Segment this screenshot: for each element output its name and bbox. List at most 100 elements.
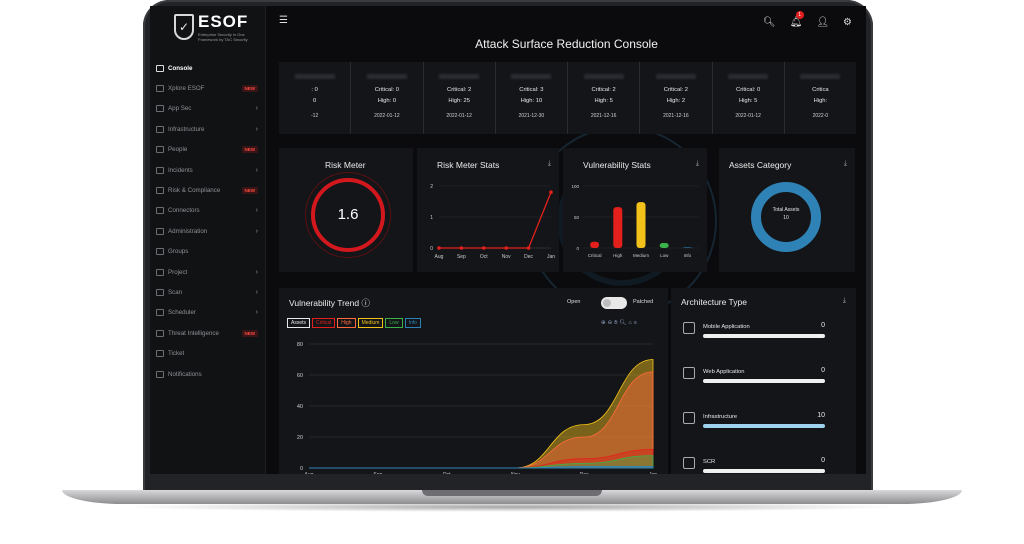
pan-icon[interactable]: ✋︎	[614, 320, 620, 326]
vuln-trend-card: Vulnerability Trend ⓘ Open Patched Asset…	[279, 288, 668, 474]
vuln-stats-card: Vulnerability Stats ⤓ 0 50 100 Critical High…	[563, 148, 707, 272]
sidebar-item-label: Infrastructure	[168, 125, 205, 133]
sidebar-item-risk-compliance[interactable]: Risk & Compliance NEW	[150, 180, 266, 200]
laptop-shadow	[120, 502, 904, 512]
sidebar-item-scan[interactable]: Scan ›	[150, 282, 266, 302]
sidebar-item-xplore-esof[interactable]: Xplore ESOF NEW	[150, 78, 266, 98]
legend-critical[interactable]: Critical	[312, 318, 336, 328]
risk-meter-card: Risk Meter 1.6	[279, 148, 413, 272]
scan-summary-item[interactable]: Critical: 3 High: 10 2021-12-30	[496, 62, 568, 134]
magnify-icon[interactable]: 🔍︎	[619, 320, 629, 326]
data-point	[526, 246, 531, 250]
x-tick-label: Low	[660, 253, 669, 258]
assets-donut[interactable]	[751, 182, 821, 252]
download-icon[interactable]: ⤓	[695, 160, 699, 167]
legend-assets[interactable]: Assets	[287, 318, 311, 328]
shield-icon	[174, 14, 194, 40]
sidebar-item-threat-intelligence[interactable]: Threat Intelligence NEW	[150, 323, 266, 343]
download-icon[interactable]: ⤓	[547, 160, 551, 167]
architecture-bar	[703, 334, 825, 338]
sidebar-item-ticket[interactable]: Ticket	[150, 343, 266, 363]
scan-summary-item[interactable]: Critica High: 2022-0	[785, 62, 856, 134]
scan-summary-item[interactable]: Critical: 2 High: 25 2022-01-12	[424, 62, 496, 134]
project-icon	[156, 268, 164, 276]
notification-badge: 1	[795, 11, 804, 19]
info-icon[interactable]: ⓘ	[361, 298, 370, 308]
scan-date: 2021-12-16	[590, 113, 617, 119]
architecture-card: Architecture Type ⤓ Mobile Application 0 W…	[671, 288, 856, 474]
scan-summary-item[interactable]: Critical: 2 High: 2 2021-12-16	[640, 62, 713, 134]
x-tick-label: High	[613, 253, 623, 258]
architecture-count: 0	[821, 367, 825, 374]
zoom-in-icon[interactable]: ⊕	[601, 320, 608, 326]
home-icon[interactable]: ⌂	[628, 320, 634, 326]
scan-summary-item[interactable]: Critical: 0 High: 5 2022-01-12	[713, 62, 785, 134]
redacted-target	[583, 74, 624, 79]
bar-info[interactable]	[682, 247, 692, 248]
critical-count: Critical: 0	[736, 87, 761, 93]
download-icon[interactable]: ⤓	[842, 297, 846, 304]
menu-icon[interactable]: ☰	[279, 15, 288, 26]
bar-critical[interactable]	[590, 241, 600, 248]
scan-summary-item[interactable]: Critical: 0 High: 0 2022-01-12	[351, 62, 424, 134]
bar-high[interactable]	[613, 207, 623, 248]
bell-icon[interactable]: 🔔︎ 1	[789, 11, 804, 28]
chevron-right-icon: ›	[255, 268, 258, 276]
header-actions: 🔍︎ 🔔︎ 1 👤︎ ⚙︎	[762, 11, 852, 28]
chart-toolbar: ⊕⊖✋︎🔍︎⌂≡	[601, 320, 639, 327]
scan-date: 2022-0	[812, 113, 829, 119]
x-tick-label: Info	[684, 253, 692, 258]
bar-medium[interactable]	[636, 202, 646, 248]
sidebar-item-label: Scan	[168, 288, 183, 296]
sidebar-item-connectors[interactable]: Connectors ›	[150, 201, 266, 221]
risk-meter-value: 1.6	[337, 206, 359, 223]
y-tick-label: 20	[297, 435, 303, 441]
sidebar-item-label: Threat Intelligence	[168, 329, 219, 337]
sidebar-item-project[interactable]: Project ›	[150, 262, 266, 282]
sidebar-item-infrastructure[interactable]: Infrastructure ›	[150, 119, 266, 139]
search-icon[interactable]: 🔍︎	[762, 17, 776, 28]
critical-count: Critical: 3	[519, 87, 544, 93]
user-icon[interactable]: 👤︎	[816, 17, 830, 28]
chevron-right-icon: ›	[255, 105, 258, 113]
administration-icon	[156, 227, 164, 235]
data-point	[549, 190, 553, 194]
new-badge: NEW	[241, 187, 258, 195]
architecture-count: 10	[817, 412, 825, 419]
scan-summary-item[interactable]: : 0 0 -12	[279, 62, 352, 134]
risk-stats-chart: 0 1 2 Aug Sep Oct Nov Dec Jan	[430, 184, 555, 260]
x-tick-label: Medium	[633, 253, 649, 258]
sidebar-item-console[interactable]: Console	[150, 58, 266, 78]
scan-summary-item[interactable]: Critical: 2 High: 5 2021-12-16	[568, 62, 641, 134]
toggle-open-label: Open	[567, 299, 581, 305]
risk-stats-card: Risk Meter Stats ⤓ 0 1 2 Aug Sep Oct Nov Dec Jan	[417, 148, 559, 272]
chevron-right-icon: ›	[255, 166, 258, 174]
critical-count: Critica	[812, 87, 829, 93]
legend-info[interactable]: Info	[404, 318, 421, 328]
sidebar-item-groups[interactable]: Groups	[150, 242, 266, 262]
menu-icon[interactable]: ≡	[633, 320, 639, 326]
y-tick-label: 80	[297, 342, 303, 348]
zoom-out-icon[interactable]: ⊖	[607, 320, 615, 326]
legend-low[interactable]: Low	[385, 318, 403, 328]
download-icon[interactable]: ⤓	[843, 160, 847, 167]
legend-medium[interactable]: Medium	[357, 318, 384, 328]
sidebar-item-notifications[interactable]: Notifications	[150, 364, 266, 384]
sidebar-item-app-sec[interactable]: App Sec ›	[150, 99, 266, 119]
sidebar-item-administration[interactable]: Administration ›	[150, 221, 266, 241]
bar-low[interactable]	[659, 243, 669, 248]
gear-icon[interactable]: ⚙︎	[843, 17, 852, 28]
data-point	[482, 246, 486, 250]
y-tick-label: 0	[576, 246, 579, 251]
xplore-esof-icon	[156, 85, 164, 93]
open-patched-toggle[interactable]	[601, 297, 627, 309]
sidebar-item-people[interactable]: People NEW	[150, 140, 266, 160]
legend-high[interactable]: High	[337, 318, 356, 328]
sidebar-item-incidents[interactable]: Incidents ›	[150, 160, 266, 180]
sidebar-item-scheduler[interactable]: Scheduler ›	[150, 303, 266, 323]
groups-icon	[156, 248, 164, 256]
y-tick-label: 2	[430, 184, 433, 190]
check-icon: ✓	[179, 20, 190, 34]
brand-logo[interactable]: ✓ ESOF Enterprise Security in One Framew…	[174, 12, 248, 48]
vuln-trend-title: Vulnerability Trend ⓘ	[289, 298, 370, 308]
